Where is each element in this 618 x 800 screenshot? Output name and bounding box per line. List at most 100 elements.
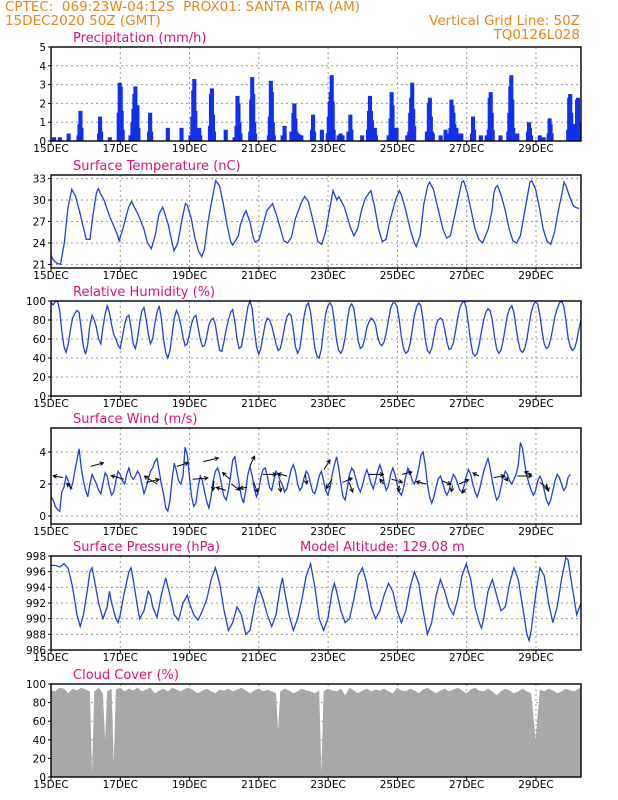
x-tick-label: 29DEC — [518, 652, 553, 664]
y-tick-label: 80 — [33, 315, 46, 327]
precip-bar — [498, 135, 503, 141]
precip-bar — [270, 122, 275, 141]
precip-bar — [299, 135, 304, 141]
precip-bar — [293, 118, 298, 141]
precip-bar — [528, 135, 534, 141]
x-tick-label: 21DEC — [241, 526, 276, 538]
precip-bar — [237, 122, 242, 141]
x-tick-label: 27DEC — [449, 270, 484, 282]
panel-title: Relative Humidity (%) — [73, 285, 215, 300]
y-tick-label: 2 — [39, 98, 46, 110]
x-tick-label: 15DEC — [33, 143, 68, 155]
x-tick-label: 23DEC — [310, 779, 345, 791]
precip-bar — [197, 127, 202, 141]
precip-bar — [489, 112, 494, 141]
x-tick-label: 23DEC — [310, 270, 345, 282]
wind-arrow-head — [66, 482, 71, 488]
wind-arrow-head — [326, 459, 331, 465]
y-tick-label: 20 — [33, 753, 46, 765]
x-tick-label: 29DEC — [518, 526, 553, 538]
y-tick-label: 996 — [26, 567, 46, 579]
wind-arrow-head — [184, 461, 190, 467]
header-grid-note: Vertical Grid Line: 50Z — [429, 13, 580, 29]
wind-arrow-head — [348, 477, 354, 482]
wind-arrow-head — [472, 472, 477, 477]
wind-arrow-head — [155, 477, 161, 483]
wind-arrow-head — [203, 475, 209, 481]
precip-bar — [179, 127, 184, 141]
precip-bar — [120, 129, 125, 141]
wind-arrow — [458, 479, 469, 485]
y-tick-label: 992 — [26, 598, 46, 610]
x-tick-label: 23DEC — [310, 143, 345, 155]
wind-arrow — [326, 478, 333, 489]
wind-arrow-head — [407, 470, 413, 476]
panel-title: Surface Temperature (nC) — [73, 159, 241, 174]
x-tick-label: 27DEC — [449, 526, 484, 538]
wind-arrow — [524, 471, 533, 475]
y-tick-label: 80 — [33, 698, 46, 710]
precip-bar — [252, 122, 257, 141]
precip-bar — [107, 137, 112, 141]
wind-arrow — [176, 462, 189, 467]
cloud-cover-panel: 0 20 40 60 80 100 15DEC 17DEC 19DEC 21DEC 23DEC 25D… — [26, 668, 582, 791]
y-tick-label: 0 — [39, 772, 46, 784]
precip-bar — [331, 129, 336, 141]
humidity-panel: 0 20 40 60 80 100 15DEC 17DEC 19DEC 21DEC 23DEC 25D… — [26, 285, 582, 410]
y-tick-label: 0 — [39, 391, 46, 403]
x-tick-label: 23DEC — [310, 652, 345, 664]
y-tick-label: 60 — [33, 334, 46, 346]
wind-arrow-head — [523, 470, 529, 476]
precip-bar — [430, 133, 435, 141]
x-tick-label: 17DEC — [103, 779, 138, 791]
x-tick-label: 23DEC — [310, 526, 345, 538]
precip-bar — [360, 135, 365, 141]
y-tick-label: 998 — [26, 551, 46, 563]
plot-frame — [50, 555, 582, 651]
wind-arrow-head — [500, 474, 506, 479]
precip-bar — [412, 125, 417, 141]
x-tick-label: 17DEC — [103, 526, 138, 538]
wind-arrow-head — [349, 487, 354, 493]
wind-arrow-head — [325, 484, 331, 490]
y-tick-label: 4 — [39, 447, 46, 459]
wind-arrow — [441, 480, 452, 485]
x-tick-label: 15DEC — [33, 652, 68, 664]
precip-bar — [57, 137, 62, 141]
wind-arrow-head — [210, 486, 216, 492]
precip-bar — [511, 127, 516, 141]
y-tick-label: 100 — [26, 296, 46, 308]
wind-arrow — [402, 471, 412, 475]
wind-arrow — [212, 480, 215, 491]
y-tick-label: 20 — [33, 372, 46, 384]
wind-arrow-head — [143, 475, 149, 480]
wind-arrow — [342, 477, 353, 483]
precip-bar — [478, 135, 483, 141]
precip-bar — [411, 109, 416, 141]
precip-bar — [348, 114, 353, 141]
wind-arrow — [216, 486, 227, 491]
y-tick-label: 100 — [26, 679, 46, 691]
panel-title: Surface Pressure (hPa) — [73, 540, 220, 555]
precip-bar — [78, 110, 83, 141]
precip-bar — [282, 125, 287, 141]
wind-arrow — [323, 459, 331, 470]
precip-bar — [311, 131, 317, 141]
x-tick-label: 23DEC — [310, 398, 345, 410]
precip-bar — [569, 112, 574, 141]
y-tick-label: 30 — [33, 195, 46, 207]
precip-bar — [490, 129, 495, 141]
header-model-code: TQ0126L028 — [493, 27, 580, 43]
x-tick-label: 19DEC — [172, 779, 207, 791]
precip-bar — [319, 129, 324, 141]
x-tick-label: 17DEC — [103, 398, 138, 410]
wind-arrow-head — [528, 473, 533, 479]
y-tick-label: 21 — [33, 259, 46, 271]
wind-arrow-head — [110, 474, 116, 479]
wind-arrow — [304, 474, 308, 485]
wind-arrow — [249, 455, 256, 467]
precipitation-panel: 0 1 2 3 4 5 15DEC 17DEC 19DEC 21DEC 23DEC 25DEC 27DE… — [33, 31, 582, 155]
precip-bar — [541, 137, 546, 141]
precip-bar — [135, 105, 140, 141]
series-line — [50, 442, 571, 513]
